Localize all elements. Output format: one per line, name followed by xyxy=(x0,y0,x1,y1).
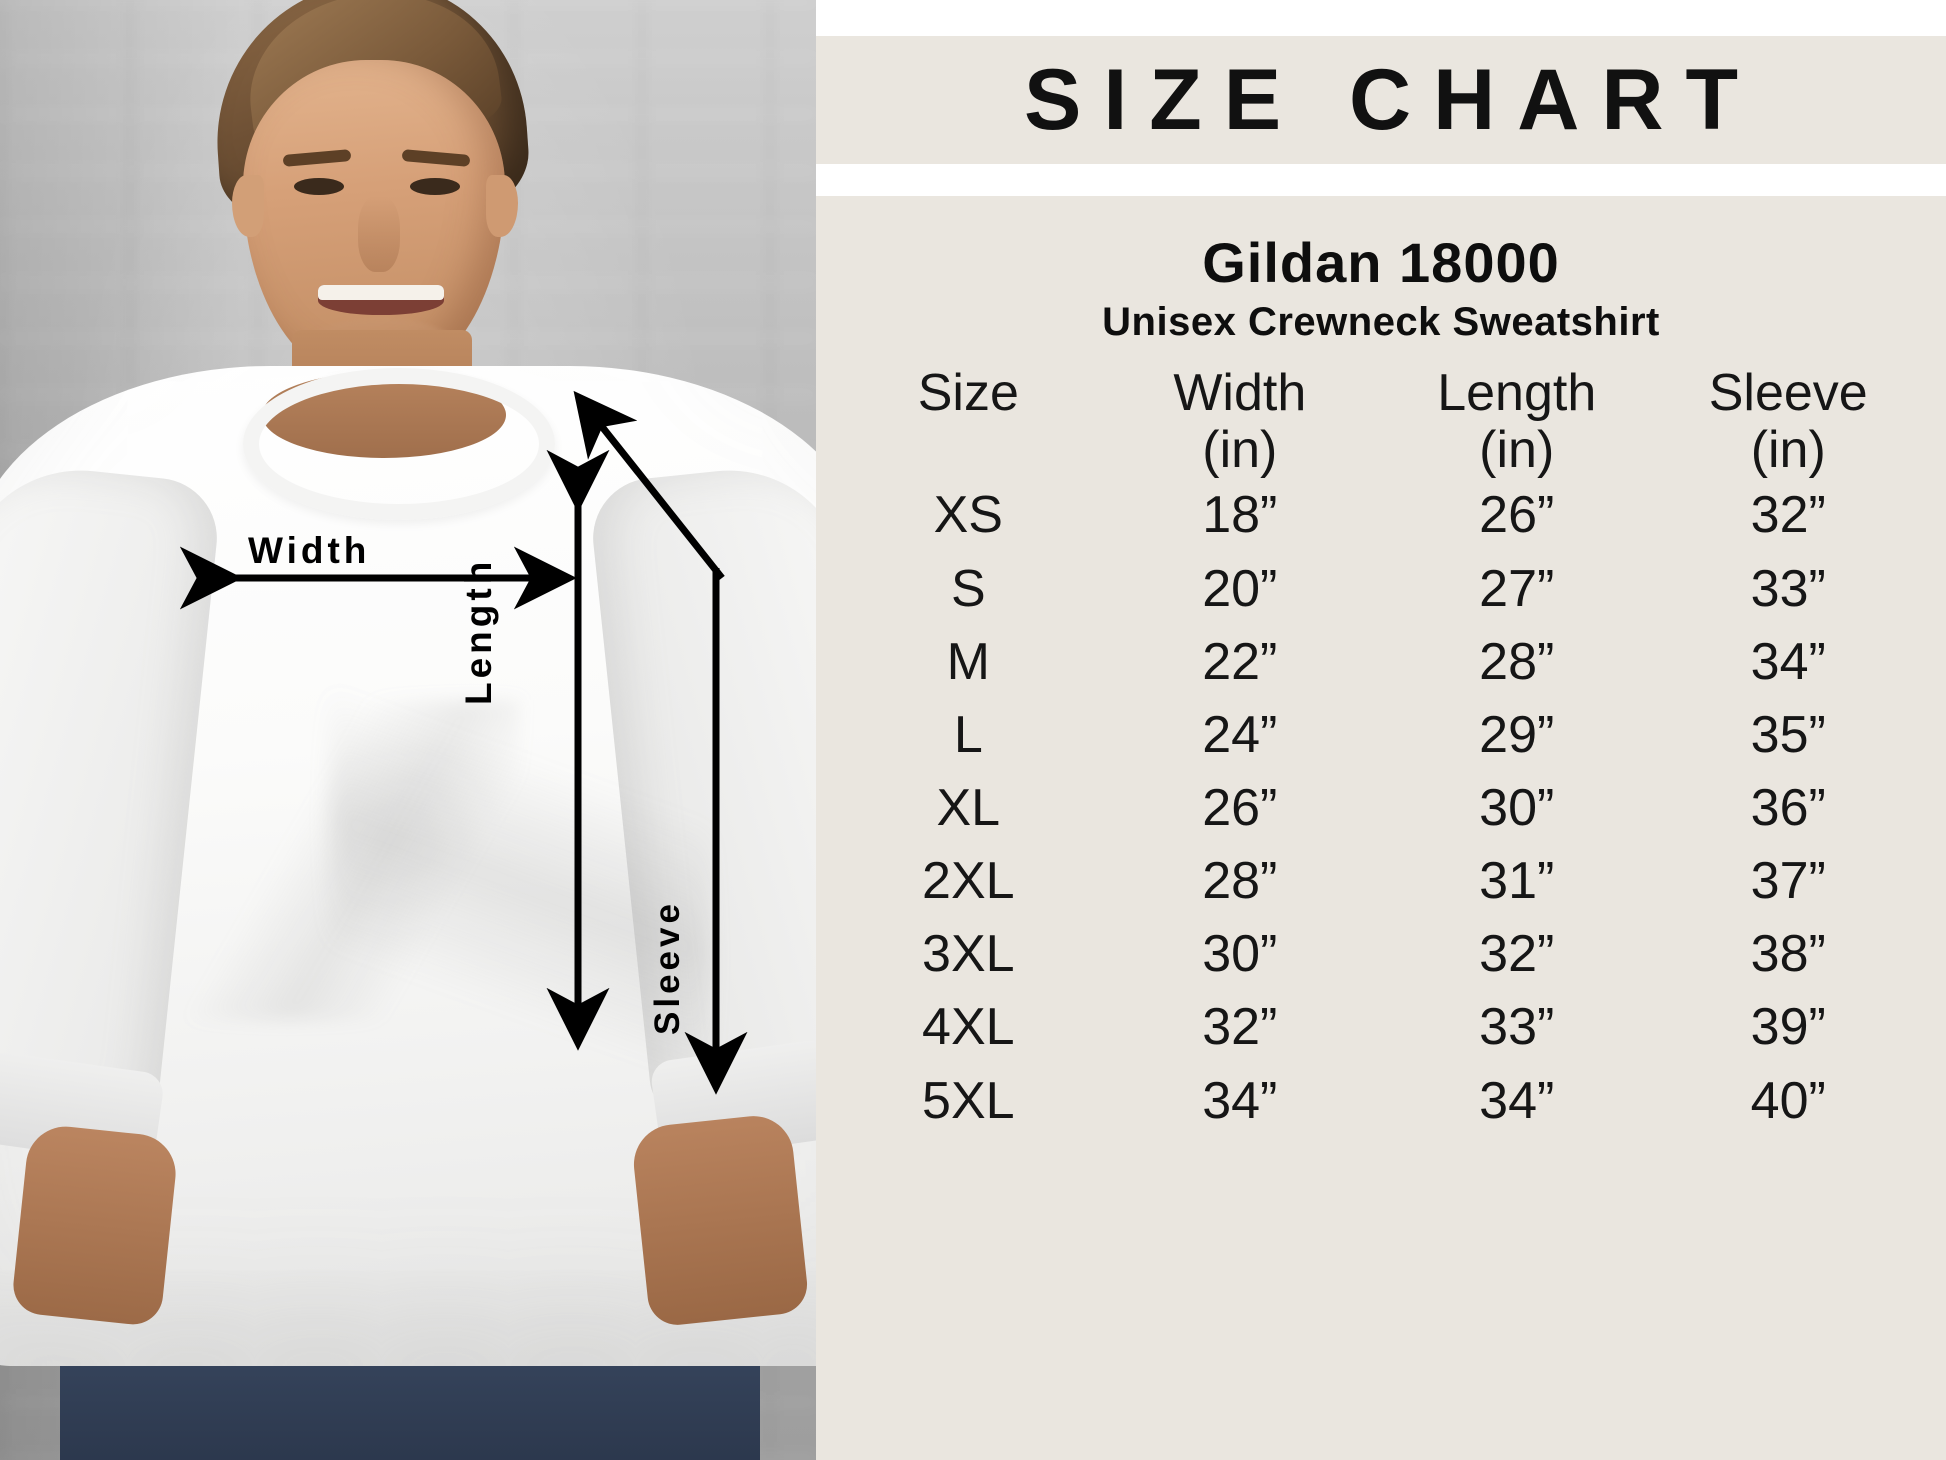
model-eye-right xyxy=(410,178,460,195)
model-hand-right xyxy=(629,1112,811,1328)
cell-size: 5XL xyxy=(922,1071,1015,1130)
cell-sleeve: 37” xyxy=(1750,852,1826,911)
model-ear-right xyxy=(486,175,518,237)
size-table-head: Size (in) Width (in) Length (in) Sleev xyxy=(838,364,1924,480)
cell-length: 27” xyxy=(1479,559,1555,618)
fabric-fold-left xyxy=(90,700,520,1020)
title-banner: SIZE CHART xyxy=(816,36,1946,164)
cell-length: 32” xyxy=(1479,925,1555,984)
cell-size: XL xyxy=(936,778,1001,837)
size-chart-panel: SIZE CHART Gildan 18000 Unisex Crewneck … xyxy=(816,0,1946,1460)
table-row: XS 18” 26” 32” xyxy=(838,479,1924,552)
cell-length: 26” xyxy=(1479,486,1555,545)
table-row: 2XL 28” 31” 37” xyxy=(838,845,1924,918)
column-header-length: Length (in) xyxy=(1381,364,1653,480)
size-table-body: XS 18” 26” 32” S 20” 27” 33” M 22” 2 xyxy=(838,479,1924,1137)
cell-sleeve: 32” xyxy=(1750,486,1826,545)
cell-sleeve: 34” xyxy=(1750,632,1826,691)
product-name: Gildan 18000 xyxy=(1202,231,1560,294)
page-title: SIZE CHART xyxy=(1024,52,1760,148)
width-measure-label: Width xyxy=(248,530,371,571)
cell-size: XS xyxy=(933,486,1003,545)
cell-width: 32” xyxy=(1202,998,1278,1057)
cell-width: 26” xyxy=(1202,778,1278,837)
table-row: L 24” 29” 35” xyxy=(838,699,1924,772)
column-header-size: Size (in) xyxy=(838,364,1099,479)
fabric-fold-right xyxy=(330,560,710,1080)
size-table: Size (in) Width (in) Length (in) Sleev xyxy=(838,364,1924,1138)
cell-width: 22” xyxy=(1202,632,1278,691)
column-unit-width: (in) xyxy=(1202,421,1278,480)
model-mouth xyxy=(318,285,444,315)
cell-size: S xyxy=(950,559,986,618)
cell-width: 20” xyxy=(1202,559,1278,618)
cell-length: 28” xyxy=(1479,632,1555,691)
cell-length: 33” xyxy=(1479,998,1555,1057)
table-row: 4XL 32” 33” 39” xyxy=(838,991,1924,1064)
cell-width: 34” xyxy=(1202,1071,1278,1130)
table-row: S 20” 27” 33” xyxy=(838,553,1924,626)
column-header-width: Width (in) xyxy=(1099,364,1381,480)
column-header-width-label: Width xyxy=(1173,364,1307,422)
column-header-sleeve-label: Sleeve xyxy=(1708,364,1868,422)
cell-length: 34” xyxy=(1479,1071,1555,1130)
cell-width: 28” xyxy=(1202,852,1278,911)
model-nose xyxy=(358,196,400,272)
column-unit-length: (in) xyxy=(1479,421,1555,480)
column-unit-sleeve: (in) xyxy=(1750,421,1826,480)
sleeve-measure-label: Sleeve xyxy=(648,900,687,1035)
column-header-size-label: Size xyxy=(917,364,1019,422)
chart-body: Gildan 18000 Unisex Crewneck Sweatshirt … xyxy=(816,196,1946,1460)
table-row: XL 26” 30” 36” xyxy=(838,772,1924,845)
cell-sleeve: 38” xyxy=(1750,925,1826,984)
cell-size: M xyxy=(946,632,990,691)
table-row: M 22” 28” 34” xyxy=(838,626,1924,699)
table-row: 5XL 34” 34” 40” xyxy=(838,1065,1924,1138)
product-subtitle: Unisex Crewneck Sweatshirt xyxy=(1102,300,1660,344)
length-measure-label: Length xyxy=(458,557,499,705)
table-row: 3XL 30” 32” 38” xyxy=(838,918,1924,991)
column-header-sleeve: Sleeve (in) xyxy=(1652,364,1924,480)
table-header-row: Size (in) Width (in) Length (in) Sleev xyxy=(838,364,1924,480)
cell-sleeve: 35” xyxy=(1750,705,1826,764)
cell-sleeve: 40” xyxy=(1750,1071,1826,1130)
cell-size: 3XL xyxy=(922,925,1015,984)
cell-length: 30” xyxy=(1479,778,1555,837)
cell-size: 4XL xyxy=(922,998,1015,1057)
cell-length: 31” xyxy=(1479,852,1555,911)
cell-length: 29” xyxy=(1479,705,1555,764)
cell-size: L xyxy=(953,705,983,764)
cell-sleeve: 36” xyxy=(1750,778,1826,837)
model-eye-left xyxy=(294,178,344,195)
column-header-length-label: Length xyxy=(1437,364,1597,422)
cell-sleeve: 33” xyxy=(1750,559,1826,618)
model-figure xyxy=(0,0,816,1460)
cell-width: 30” xyxy=(1202,925,1278,984)
product-photo-panel: Width Length Sleeve xyxy=(0,0,816,1460)
sweatshirt-collar xyxy=(243,368,555,520)
cell-width: 24” xyxy=(1202,705,1278,764)
model-ear-left xyxy=(232,175,264,237)
cell-width: 18” xyxy=(1202,486,1278,545)
cell-sleeve: 39” xyxy=(1750,998,1826,1057)
cell-size: 2XL xyxy=(922,852,1015,911)
model-hand-left xyxy=(10,1122,180,1328)
model-teeth xyxy=(318,285,444,300)
